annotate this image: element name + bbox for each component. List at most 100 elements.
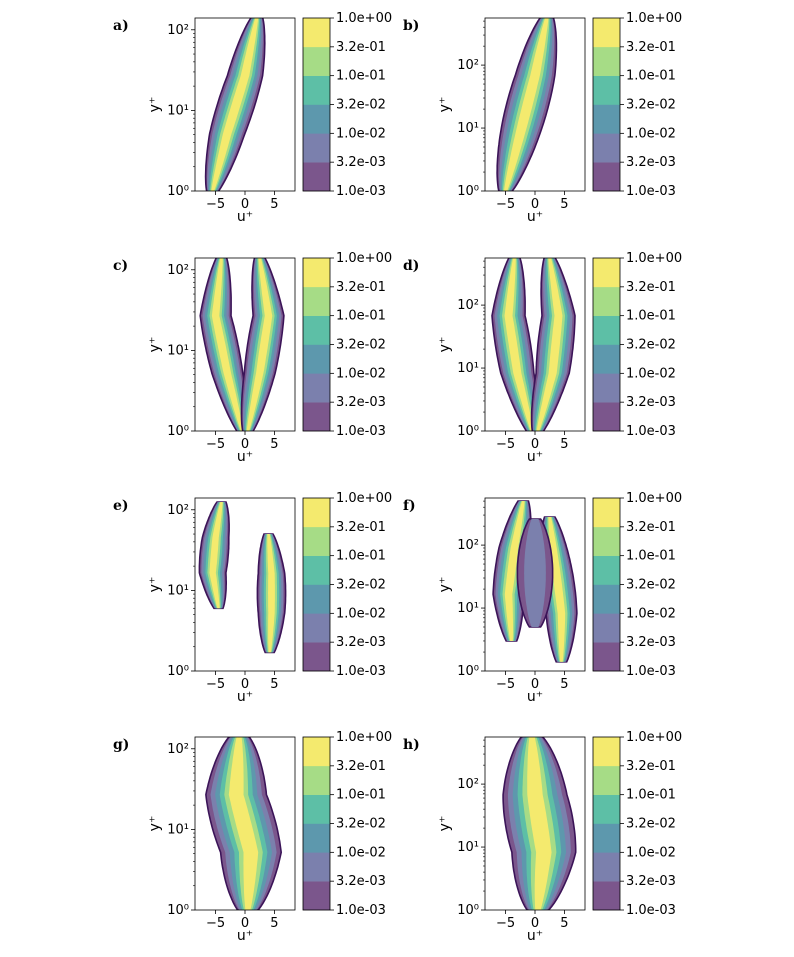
contour-band-0-5 [504,501,525,641]
contour-area [198,501,287,654]
colorbar-band [303,104,330,134]
colorbar-band [593,765,620,795]
y-tick-label: 10² [167,503,189,518]
colorbar-label: 3.2e-01 [626,759,676,774]
colorbar-label: 1.0e-03 [336,184,386,199]
colorbar-label: 1.0e-01 [336,788,386,803]
x-tick-label: 0 [241,916,249,931]
colorbar-band [593,881,620,911]
y-axis-label: y⁺ [147,337,163,353]
y-tick-label: 10⁰ [167,903,189,918]
colorbar-band [303,286,330,316]
x-axis-label: u⁺ [527,209,543,225]
panel-label: a) [113,18,129,34]
colorbar-label: 1.0e-02 [626,606,676,621]
colorbar-label: 1.0e-01 [336,309,386,324]
colorbar-band [593,642,620,672]
x-tick-label: 0 [531,677,539,692]
colorbar-band [593,286,620,316]
y-tick-label: 10¹ [457,121,479,136]
colorbar-label: 1.0e-02 [336,606,386,621]
colorbar-band [303,373,330,403]
colorbar-band [303,765,330,795]
colorbar-label: 3.2e-01 [626,520,676,535]
colorbar-band [593,18,620,48]
contour-band-0-5 [211,18,259,191]
panel-d: −5 0 5 u⁺ 10⁰ 10¹ 10² y⁺ d) 1.0e-03 3.2e-03 1.0e-02… [403,251,682,465]
colorbar-label: 1.0e-03 [626,903,676,918]
x-axis-label: u⁺ [527,689,543,705]
colorbar-band [303,584,330,614]
colorbar-band [303,498,330,528]
x-tick-label: 5 [560,916,568,931]
colorbar-label: 1.0e-01 [626,788,676,803]
contour-area [502,737,577,910]
y-tick-label: 10⁰ [457,424,479,439]
panel-label: c) [113,258,128,274]
contour-area [199,258,285,431]
y-axis-label: y⁺ [437,97,453,113]
colorbar-label: 3.2e-02 [336,98,386,113]
colorbar-label: 1.0e+00 [626,251,682,266]
contour-band-2-1 [524,519,546,627]
colorbar-label: 3.2e-03 [336,395,386,410]
y-axis-label: y⁺ [147,577,163,593]
colorbar-band [303,133,330,163]
colorbar-band [303,75,330,105]
colorbar-band [593,75,620,105]
y-tick-label: 10⁰ [457,903,479,918]
colorbar-band [303,737,330,767]
colorbar-label: 3.2e-01 [336,759,386,774]
colorbar-label: 1.0e+00 [336,491,392,506]
y-tick-label: 10² [457,58,479,73]
colorbar-label: 1.0e-02 [626,126,676,141]
colorbar-band [593,402,620,432]
colorbar-label: 1.0e-03 [336,424,386,439]
panel-g: −5 0 5 u⁺ 10⁰ 10¹ 10² y⁺ g) 1.0e-03 3.2e-03 1.0e-02… [113,730,392,944]
x-tick-label: −5 [206,916,225,931]
y-tick-label: 10¹ [167,103,189,118]
colorbar-label: 1.0e-01 [626,549,676,564]
contour-area [496,18,558,191]
x-tick-label: 0 [531,916,539,931]
colorbar-band [593,133,620,163]
colorbar-label: 3.2e-02 [336,817,386,832]
colorbar-band [593,584,620,614]
colorbar-label: 1.0e+00 [626,11,682,26]
colorbar-label: 3.2e-03 [626,395,676,410]
colorbar-band [303,555,330,585]
x-tick-label: −5 [496,437,515,452]
colorbar-label: 1.0e+00 [336,251,392,266]
colorbar-band [593,526,620,556]
x-tick-label: −5 [496,677,515,692]
colorbar-label: 3.2e-01 [336,40,386,55]
colorbar-band [593,162,620,192]
x-tick-label: 5 [270,197,278,212]
contour-band-0-5 [209,502,223,609]
y-tick-label: 10¹ [457,361,479,376]
panel-e: −5 0 5 u⁺ 10⁰ 10¹ 10² y⁺ e) 1.0e-03 3.2e-03 1.0e-02… [113,491,392,705]
colorbar-band [303,258,330,288]
x-axis-label: u⁺ [527,449,543,465]
y-tick-label: 10² [167,23,189,38]
x-tick-label: 5 [560,437,568,452]
colorbar-label: 1.0e-01 [626,69,676,84]
y-tick-label: 10⁰ [457,184,479,199]
contour-band-0-5 [504,18,549,191]
x-tick-label: 0 [531,197,539,212]
colorbar-label: 1.0e-02 [626,366,676,381]
colorbar-label: 1.0e-01 [336,69,386,84]
colorbar-label: 1.0e-03 [336,664,386,679]
colorbar-band [593,344,620,374]
y-axis-label: y⁺ [437,816,453,832]
colorbar-label: 3.2e-03 [336,874,386,889]
colorbar-label: 1.0e+00 [336,11,392,26]
panel-c: −5 0 5 u⁺ 10⁰ 10¹ 10² y⁺ c) 1.0e-03 3.2e-03 1.0e-02… [113,251,392,465]
x-axis-label: u⁺ [237,449,253,465]
colorbar-label: 1.0e-02 [336,845,386,860]
colorbar-band [303,18,330,48]
colorbar-band [303,852,330,882]
colorbar-label: 3.2e-02 [626,338,676,353]
x-axis-label: u⁺ [527,928,543,944]
colorbar-band [593,555,620,585]
